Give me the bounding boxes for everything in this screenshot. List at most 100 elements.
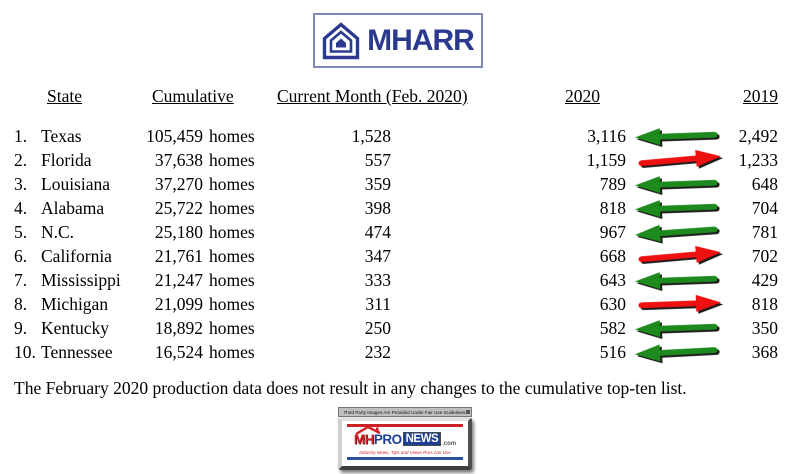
cumulative-value: 21,099 xyxy=(154,294,203,314)
header-current-month: Current Month (Feb. 2020) xyxy=(277,86,468,106)
mharr-house-icon xyxy=(322,21,360,59)
value-2020: 818 xyxy=(599,198,626,218)
current-month-value: 359 xyxy=(364,174,391,194)
trend-arrow xyxy=(633,198,723,218)
value-2020: 1,159 xyxy=(586,150,626,170)
current-month-value: 347 xyxy=(364,246,391,266)
roof-icon xyxy=(355,425,381,435)
value-2019: 704 xyxy=(751,198,778,218)
current-month-value: 333 xyxy=(364,270,391,290)
value-2020: 516 xyxy=(599,342,626,362)
rank: 9. xyxy=(14,318,28,338)
homes-label: homes xyxy=(209,270,255,290)
table-row: 1. Texas 105,459 homes 1,528 3,116 2,492 xyxy=(0,124,807,148)
state-name: N.C. xyxy=(41,222,75,242)
current-month-value: 250 xyxy=(364,318,391,338)
mhpronews-logo: Third Party Images Are Provided Under Fa… xyxy=(338,407,472,470)
state-name: Michigan xyxy=(41,294,109,314)
table-row: 3. Louisiana 37,270 homes 359 789 648 xyxy=(0,172,807,196)
table-row: 5. N.C. 25,180 homes 474 967 781 xyxy=(0,220,807,244)
table-row: 6. California 21,761 homes 347 668 702 xyxy=(0,244,807,268)
homes-label: homes xyxy=(209,150,255,170)
current-month-value: 398 xyxy=(364,198,391,218)
cumulative-value: 105,459 xyxy=(146,126,203,146)
disclaimer-corner-mark xyxy=(466,410,470,414)
header-2019: 2019 xyxy=(743,86,778,106)
value-2019: 818 xyxy=(751,294,778,314)
tagline: Industry News, Tips and Views Pros can U… xyxy=(359,449,451,455)
rank: 8. xyxy=(14,294,28,314)
homes-label: homes xyxy=(209,174,255,194)
trend-arrow xyxy=(633,270,723,290)
table-row: 9. Kentucky 18,892 homes 250 582 350 xyxy=(0,316,807,340)
rank: 2. xyxy=(14,150,28,170)
brand-news: NEWS xyxy=(402,432,442,446)
state-name: Louisiana xyxy=(41,174,111,194)
value-2020: 789 xyxy=(599,174,626,194)
value-2020: 3,116 xyxy=(587,126,626,146)
table-row: 4. Alabama 25,722 homes 398 818 704 xyxy=(0,196,807,220)
rank: 6. xyxy=(14,246,28,266)
rank: 4. xyxy=(14,198,28,218)
current-month-value: 557 xyxy=(364,150,391,170)
cumulative-value: 21,247 xyxy=(154,270,203,290)
rank: 1. xyxy=(14,126,28,146)
homes-label: homes xyxy=(209,294,255,314)
trend-arrow xyxy=(633,294,723,314)
cumulative-value: 25,180 xyxy=(154,222,203,242)
cumulative-value: 25,722 xyxy=(154,198,203,218)
trend-arrow xyxy=(633,246,723,266)
blue-rule xyxy=(347,456,463,460)
value-2020: 967 xyxy=(599,222,626,242)
mharr-wordmark: MHARR xyxy=(367,23,475,57)
rank: 10. xyxy=(14,342,36,362)
value-2019: 368 xyxy=(751,342,778,362)
value-2020: 668 xyxy=(599,246,626,266)
value-2020: 630 xyxy=(599,294,626,314)
trend-arrow xyxy=(633,318,723,338)
homes-label: homes xyxy=(209,198,255,218)
fair-use-disclaimer-text: Third Party Images Are Provided Under Fa… xyxy=(343,410,467,415)
top-ten-table: 1. Texas 105,459 homes 1,528 3,116 2,492… xyxy=(0,124,807,364)
current-month-value: 474 xyxy=(364,222,391,242)
value-2020: 643 xyxy=(599,270,626,290)
mhpronews-wordmark: MH PRO NEWS .com xyxy=(346,425,464,448)
mharr-logo: MHARR xyxy=(313,13,483,68)
table-row: 2. Florida 37,638 homes 557 1,159 1,233 xyxy=(0,148,807,172)
trend-arrow xyxy=(633,174,723,194)
cumulative-value: 37,638 xyxy=(154,150,203,170)
trend-arrow xyxy=(633,342,723,362)
footnote: The February 2020 production data does n… xyxy=(14,378,687,398)
homes-label: homes xyxy=(209,318,255,338)
red-rule xyxy=(347,424,463,427)
cumulative-value: 21,761 xyxy=(154,246,203,266)
brand-mh: MH xyxy=(353,431,375,447)
state-name: Tennessee xyxy=(41,342,113,362)
brand-com: .com xyxy=(442,440,457,447)
mhpronews-card: MH PRO NEWS .com Industry News, Tips and… xyxy=(338,417,472,470)
current-month-value: 232 xyxy=(364,342,391,362)
cumulative-value: 16,524 xyxy=(154,342,203,362)
cumulative-value: 18,892 xyxy=(154,318,203,338)
value-2019: 350 xyxy=(751,318,778,338)
current-month-value: 311 xyxy=(365,294,391,314)
homes-label: homes xyxy=(209,246,255,266)
value-2020: 582 xyxy=(599,318,626,338)
state-name: Kentucky xyxy=(41,318,110,338)
header-2020: 2020 xyxy=(565,86,600,106)
state-name: Mississippi xyxy=(41,270,121,290)
value-2019: 781 xyxy=(751,222,778,242)
value-2019: 1,233 xyxy=(738,150,778,170)
value-2019: 2,492 xyxy=(738,126,778,146)
state-name: California xyxy=(41,246,112,266)
homes-label: homes xyxy=(209,222,255,242)
value-2019: 648 xyxy=(751,174,778,194)
table-row: 10. Tennessee 16,524 homes 232 516 368 xyxy=(0,340,807,364)
brand-pro: PRO xyxy=(373,431,402,447)
table-row: 8. Michigan 21,099 homes 311 630 818 xyxy=(0,292,807,316)
header-state: State xyxy=(47,86,82,106)
trend-arrow xyxy=(633,126,723,146)
cumulative-value: 37,270 xyxy=(154,174,203,194)
homes-label: homes xyxy=(209,342,255,362)
